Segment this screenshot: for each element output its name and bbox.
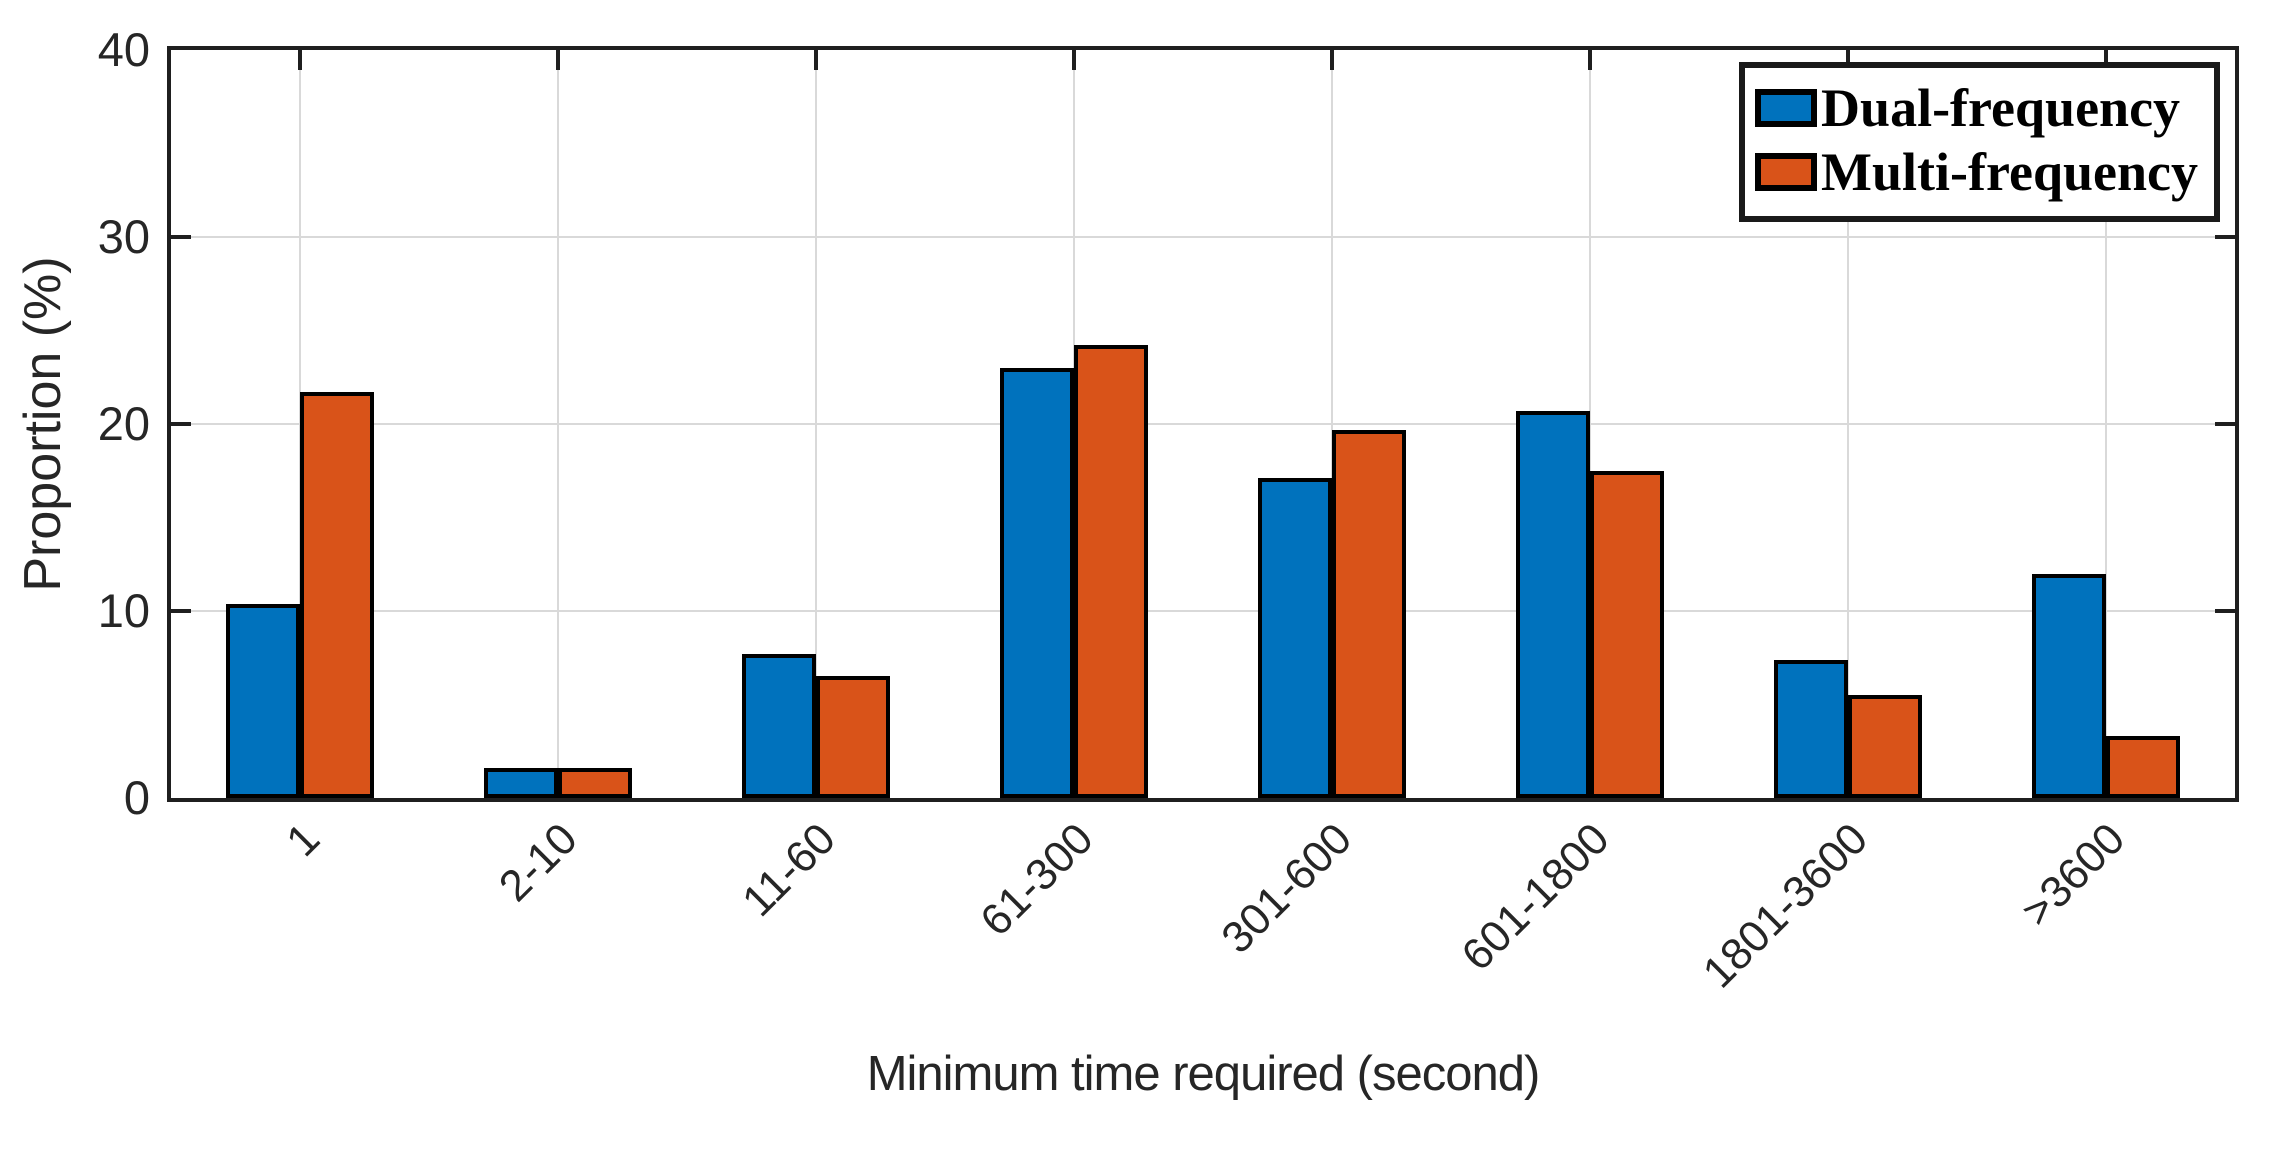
x-tick-top-1: [298, 50, 302, 70]
y-tick-right-20: [2215, 422, 2235, 426]
x-tick-top-601-1800: [1588, 50, 1592, 70]
bar-dual-frequency-2-10: [484, 768, 558, 798]
legend-swatch-multi-frequency: [1755, 153, 1818, 191]
bar-multi-frequency->3600: [2106, 736, 2180, 798]
x-tick-top-1801-3600: [1846, 50, 1850, 70]
y-tick-label-0: 0: [123, 771, 150, 824]
gridline-y-10: [171, 610, 2235, 612]
y-tick-left-20: [171, 422, 191, 426]
y-tick-right-30: [2215, 235, 2235, 239]
gridline-x-11-60: [815, 50, 817, 798]
y-tick-label-10: 10: [97, 584, 150, 637]
gridline-x-2-10: [557, 50, 559, 798]
x-tick-top-61-300: [1072, 50, 1076, 70]
legend-entry-multi-frequency: Multi-frequency: [1755, 140, 2198, 204]
gridline-y-20: [171, 423, 2235, 425]
bar-dual-frequency-61-300: [1000, 367, 1074, 798]
x-tick-label-2-10: 2-10: [489, 814, 587, 911]
y-tick-label-40: 40: [97, 23, 150, 76]
bar-multi-frequency-601-1800: [1590, 470, 1664, 798]
bar-dual-frequency-1801-3600: [1774, 659, 1848, 798]
gridline-y-30: [171, 236, 2235, 238]
x-tick-label-301-600: 301-600: [1211, 814, 1361, 963]
bar-dual-frequency-1: [226, 603, 300, 798]
x-tick-top-2-10: [556, 50, 560, 70]
bar-multi-frequency-301-600: [1332, 429, 1406, 798]
x-axis-label: Minimum time required (second): [866, 1047, 1541, 1101]
x-tick-label-1801-3600: 1801-3600: [1693, 814, 1877, 998]
y-tick-left-10: [171, 609, 191, 613]
bar-multi-frequency-1801-3600: [1848, 695, 1922, 798]
bar-dual-frequency-301-600: [1258, 478, 1332, 798]
bar-dual-frequency-601-1800: [1516, 410, 1590, 798]
y-tick-label-30: 30: [97, 210, 150, 263]
gridline-x->3600: [2105, 50, 2107, 798]
bar-multi-frequency-2-10: [558, 768, 632, 798]
legend-entry-dual-frequency: Dual-frequency: [1755, 76, 2198, 140]
x-tick-top->3600: [2104, 50, 2108, 70]
gridline-x-1801-3600: [1847, 50, 1849, 798]
gridline-x-301-600: [1331, 50, 1333, 798]
legend: Dual-frequency Multi-frequency: [1739, 62, 2220, 222]
bar-dual-frequency->3600: [2032, 573, 2106, 798]
y-tick-label-20: 20: [97, 397, 150, 450]
x-tick-label-1: 1: [276, 814, 329, 866]
gridline-x-601-1800: [1589, 50, 1591, 798]
x-tick-label-61-300: 61-300: [971, 814, 1103, 946]
x-tick-top-301-600: [1330, 50, 1334, 70]
x-tick-label-11-60: 11-60: [732, 814, 845, 926]
y-tick-right-10: [2215, 609, 2235, 613]
legend-label-dual-frequency: Dual-frequency: [1821, 78, 2181, 138]
legend-label-multi-frequency: Multi-frequency: [1821, 142, 2198, 202]
bar-multi-frequency-11-60: [816, 676, 890, 798]
x-tick-label->3600: >3600: [2012, 814, 2135, 937]
x-tick-top-11-60: [814, 50, 818, 70]
legend-swatch-dual-frequency: [1755, 89, 1818, 127]
y-tick-left-30: [171, 235, 191, 239]
bar-multi-frequency-1: [300, 392, 374, 798]
bar-dual-frequency-11-60: [742, 654, 816, 798]
x-tick-label-601-1800: 601-1800: [1452, 814, 1619, 981]
bar-multi-frequency-61-300: [1074, 345, 1148, 798]
